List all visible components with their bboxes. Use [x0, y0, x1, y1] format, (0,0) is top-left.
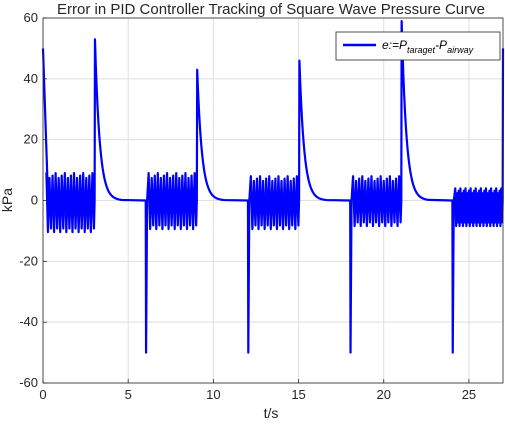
y-axis-label: kPa: [0, 188, 15, 212]
legend-label: e:=Ptaraget-Pairway: [382, 38, 474, 55]
plot-area: 0 5 10 15 20 25 -60 -40 -20 0 20 40 60: [19, 10, 505, 402]
y-tick-label: 60: [24, 10, 38, 25]
chart-title: Error in PID Controller Tracking of Squa…: [57, 1, 485, 18]
x-tick-label: 0: [39, 387, 46, 402]
y-tick-label: 20: [24, 132, 38, 147]
legend-mid: -P: [435, 38, 447, 52]
y-tick-label: -20: [19, 253, 38, 268]
series-line: [41, 19, 505, 354]
x-tick-label: 10: [206, 387, 220, 402]
y-tick-label: 0: [31, 193, 38, 208]
x-tick-label: 15: [291, 387, 305, 402]
y-tick-label: 40: [24, 71, 38, 86]
x-axis-label: t/s: [264, 405, 279, 421]
x-tick-label: 20: [377, 387, 391, 402]
legend: e:=Ptaraget-Pairway: [335, 31, 501, 61]
legend-sub-target: taraget: [407, 45, 436, 55]
x-tick-label: 25: [462, 387, 476, 402]
legend-sub-airway: airway: [447, 45, 474, 55]
y-tick-label: -40: [19, 314, 38, 329]
y-tick-label: -60: [19, 375, 38, 390]
x-tick-label: 5: [125, 387, 132, 402]
legend-prefix: e:=P: [382, 38, 407, 52]
